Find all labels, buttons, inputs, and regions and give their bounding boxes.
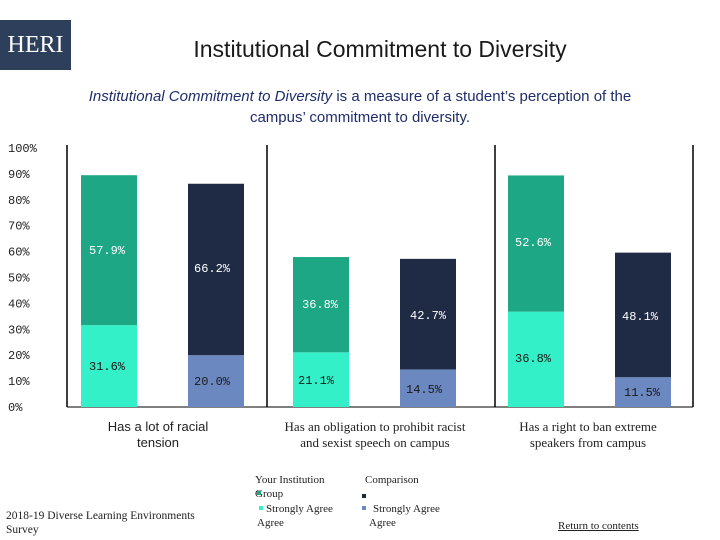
- comparison-strongly-agree-value-label: 20.0%: [194, 375, 231, 389]
- institution-strongly-agree-value-label: 21.1%: [298, 374, 335, 388]
- comparison-strongly-agree-bar: [400, 369, 456, 407]
- y-tick-label: 40%: [8, 297, 30, 311]
- comparison-agree-value-label: 42.7%: [410, 309, 447, 323]
- page-subtitle: Institutional Commitment to Diversity is…: [60, 86, 660, 128]
- legend-agree-b: Agree: [369, 517, 396, 529]
- legend-institution-agree-swatch: [257, 491, 261, 495]
- legend-comparison-strongly-swatch: [362, 506, 366, 510]
- institution-agree-bar: [81, 175, 137, 326]
- institution-strongly-agree-value-label: 31.6%: [89, 360, 126, 374]
- subtitle-rest: is a measure of a student’s perception o…: [249, 88, 632, 126]
- y-tick-label: 50%: [8, 272, 30, 286]
- return-to-contents-link[interactable]: Return to contents: [558, 520, 639, 532]
- institution-strongly-agree-value-label: 36.8%: [515, 352, 552, 366]
- y-tick-label: 70%: [8, 220, 30, 234]
- comparison-strongly-agree-value-label: 14.5%: [406, 383, 443, 397]
- legend-institution-group: Your Institution: [255, 474, 325, 486]
- category-label: Has a lot of racial: [108, 419, 209, 434]
- category-label: Has a right to ban extreme: [519, 419, 657, 434]
- legend-comparison-agree-swatch: [362, 494, 366, 498]
- category-label: speakers from campus: [530, 435, 646, 450]
- y-tick-label: 30%: [8, 323, 30, 337]
- legend-institution-strongly-swatch: [259, 506, 263, 510]
- source-note: 2018-19 Diverse Learning Environments Su…: [6, 510, 195, 536]
- category-label: and sexist speech on campus: [300, 435, 449, 450]
- legend-agree-a: Agree: [257, 517, 284, 529]
- subtitle-emphasis: Institutional Commitment to Diversity: [88, 88, 333, 105]
- institution-strongly-agree-bar: [81, 325, 137, 407]
- institution-agree-bar: [293, 257, 349, 353]
- institution-strongly-agree-bar: [508, 311, 564, 407]
- institution-strongly-agree-bar: [293, 352, 349, 407]
- legend-institution-group: Group: [255, 488, 284, 500]
- y-tick-label: 60%: [8, 246, 30, 260]
- legend-comparison: Comparison: [365, 474, 419, 486]
- comparison-strongly-agree-bar: [615, 377, 671, 407]
- comparison-agree-bar: [615, 252, 671, 378]
- comparison-agree-bar: [400, 258, 456, 370]
- comparison-strongly-agree-bar: [188, 355, 244, 407]
- institution-agree-value-label: 36.8%: [302, 298, 339, 312]
- legend-strongly-agree-a: Strongly Agree: [266, 503, 333, 515]
- y-tick-label: 10%: [8, 375, 30, 389]
- comparison-agree-value-label: 66.2%: [194, 262, 231, 276]
- institution-agree-bar: [508, 175, 564, 312]
- comparison-agree-bar: [188, 183, 244, 356]
- institution-agree-value-label: 57.9%: [89, 244, 126, 258]
- y-tick-label: 80%: [8, 194, 30, 208]
- institution-agree-value-label: 52.6%: [515, 236, 552, 250]
- comparison-agree-value-label: 48.1%: [622, 310, 659, 324]
- category-label: Has an obligation to prohibit racist: [285, 419, 466, 434]
- y-tick-label: 100%: [8, 142, 38, 156]
- page-title: Institutional Commitment to Diversity: [193, 36, 567, 62]
- heri-logo: HERI: [0, 20, 71, 70]
- legend-strongly-agree-b: Strongly Agree: [373, 503, 440, 515]
- y-tick-label: 0%: [8, 401, 23, 415]
- y-tick-label: 20%: [8, 349, 30, 363]
- category-label: tension: [137, 435, 179, 450]
- y-tick-label: 90%: [8, 168, 30, 182]
- comparison-strongly-agree-value-label: 11.5%: [624, 386, 661, 400]
